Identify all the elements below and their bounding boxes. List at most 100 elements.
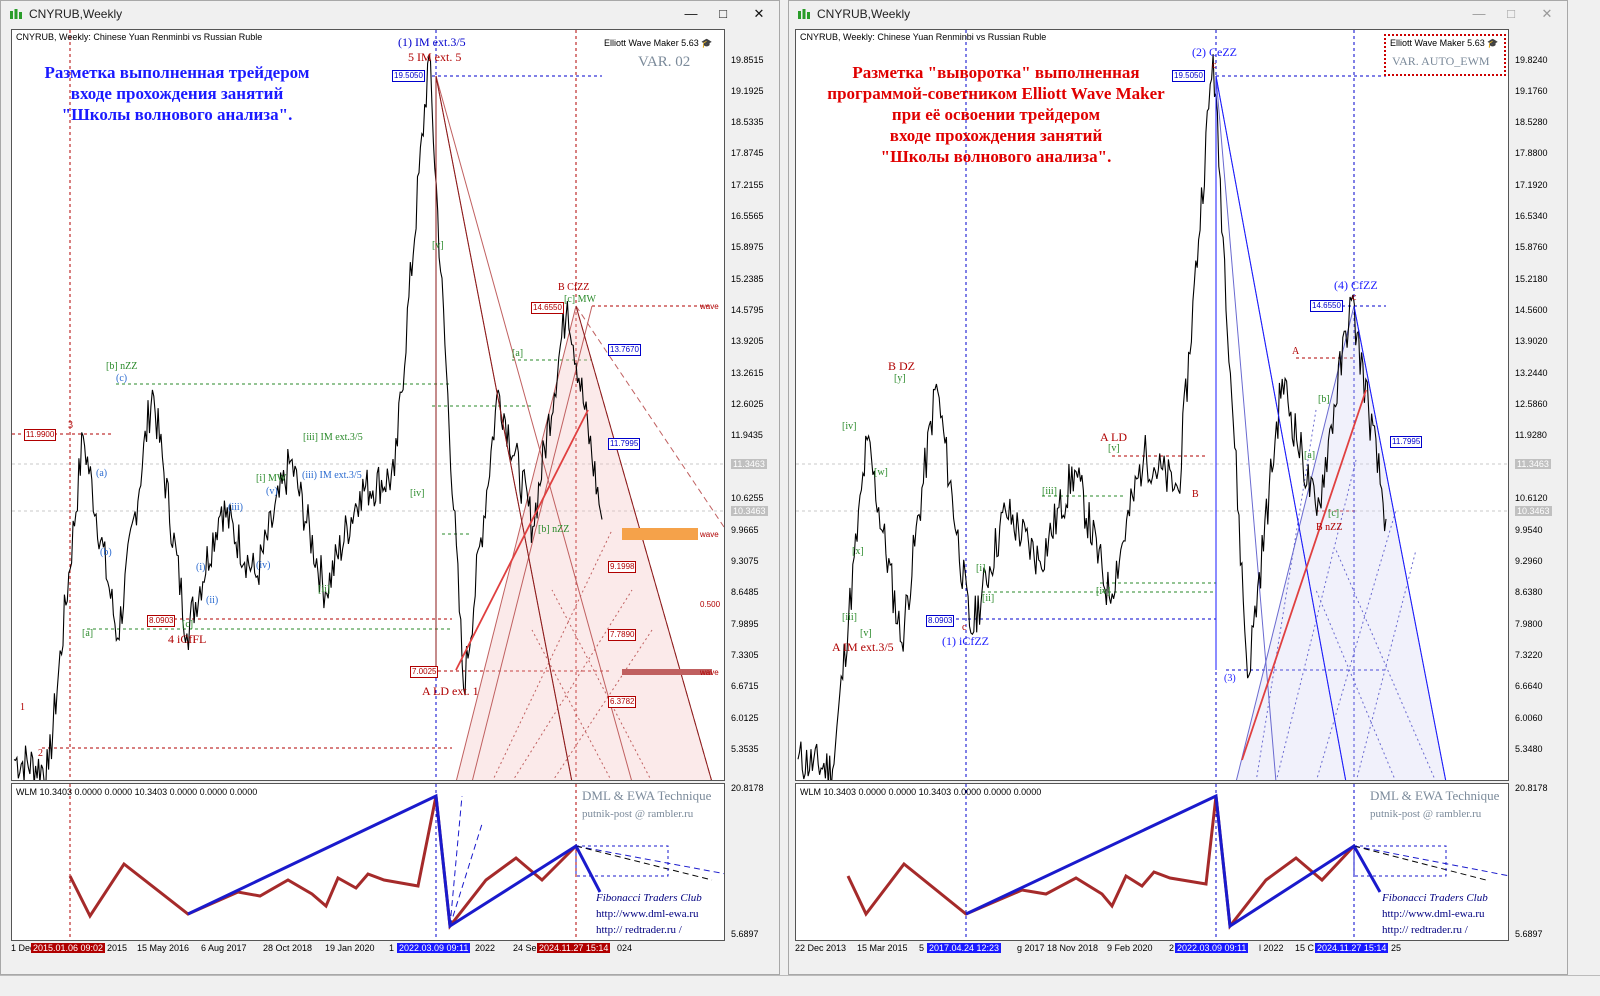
annotation-line: "Школы волнового анализа". <box>880 147 1112 166</box>
left-title-bar[interactable]: CNYRUB,Weekly — □ ✕ <box>1 1 779 27</box>
variant-label: VAR. 02 <box>638 54 691 70</box>
fan-line <box>1316 509 1397 780</box>
url-dml[interactable]: http://www.dml-ewa.ru <box>596 908 699 920</box>
chart-window-icon <box>10 9 22 19</box>
wave-label: (ii) <box>206 595 219 606</box>
target-box: 13.7670 <box>608 344 641 356</box>
maximize-button[interactable]: □ <box>1507 6 1515 21</box>
url-dml[interactable]: http://www.dml-ewa.ru <box>1382 908 1485 920</box>
y-tick-current: 10.3463 <box>1515 506 1552 516</box>
price-series-line <box>797 54 1387 780</box>
wlm-header: WLM 10.3403 0.0000 0.0000 10.3403 0.0000… <box>16 787 258 797</box>
wlm-blue-line <box>965 793 1382 929</box>
y-tick: 11.3463 <box>1515 459 1551 469</box>
y-tick: 6.0060 <box>1515 713 1543 723</box>
url-redtrader[interactable]: http:// redtrader.ru / <box>1382 924 1468 936</box>
right-title-bar[interactable]: CNYRUB,Weekly — □ ✕ <box>789 1 1567 27</box>
variant-label: VAR. AUTO_EWM <box>1392 54 1490 68</box>
projection-line <box>449 823 483 927</box>
wave-label: [iii] <box>1042 486 1057 497</box>
y-tick: 14.5600 <box>1515 305 1548 315</box>
wave-label: B DZ <box>888 359 915 373</box>
dml-title: DML & EWA Technique <box>1370 788 1500 803</box>
y-tick: 12.6025 <box>731 399 764 409</box>
wave-label: c <box>1212 60 1217 71</box>
y-tick: 6.6640 <box>1515 681 1543 691</box>
wave-label: [b] nZZ <box>106 361 138 372</box>
y-tick: 17.8745 <box>731 148 764 158</box>
target-zone-brown <box>622 669 712 675</box>
taskbar <box>0 975 1600 996</box>
close-button[interactable]: ✕ <box>1541 6 1553 21</box>
wave-label: [ii] <box>982 593 995 604</box>
target-box: 7.7890 <box>608 629 637 641</box>
y-tick: 19.1760 <box>1515 86 1548 96</box>
target-box: 11.7995 <box>1390 436 1423 448</box>
y-tick: 9.3075 <box>731 556 759 566</box>
close-button[interactable]: ✕ <box>753 6 765 21</box>
wave-label: [iii] IM ext.3/5 <box>303 432 363 443</box>
wave-label: 2 <box>38 748 43 759</box>
y-tick: 7.3305 <box>731 650 759 660</box>
right-price-chart[interactable]: CNYRUB, Weekly: Chinese Yuan Renminbi vs… <box>795 29 1509 781</box>
wave-label: [v] <box>860 628 872 639</box>
minimize-button[interactable]: — <box>1472 6 1486 21</box>
wave-label: 1 <box>20 702 25 713</box>
y-tick: 5.3480 <box>1515 744 1543 754</box>
left-window-title: CNYRUB,Weekly <box>29 7 123 21</box>
y-tick: 11.9280 <box>1515 430 1547 440</box>
fan-line <box>551 589 652 780</box>
y-tick: 19.8515 <box>731 55 764 65</box>
annotation-line: Разметка выполненная трейдером <box>44 63 310 82</box>
y-tick: 8.6380 <box>1515 587 1543 597</box>
url-redtrader[interactable]: http:// redtrader.ru / <box>596 924 682 936</box>
wave-label: [x] <box>852 546 864 557</box>
time-tag: 2024.11.27 15:14 <box>537 943 611 953</box>
y-tick: 5.3535 <box>731 744 759 754</box>
x-tick: l 2022 <box>1259 943 1284 953</box>
x-tick: 19 Jan 2020 <box>325 943 375 953</box>
y-tick: 9.2960 <box>1515 556 1543 566</box>
x-tick: 25 <box>1391 943 1402 953</box>
wave-label: (iii) <box>228 502 243 513</box>
y-tick: 17.2155 <box>731 180 764 190</box>
left-price-svg <box>12 30 724 780</box>
x-tick: 5 <box>919 943 925 953</box>
minimize-button[interactable]: — <box>684 6 698 21</box>
wave-label: (4) CfZZ <box>1334 278 1378 292</box>
wlm-red-line <box>68 795 578 930</box>
right-sub-y-axis: 20.8178 5.6897 <box>1509 783 1565 941</box>
dml-title: DML & EWA Technique <box>582 788 712 803</box>
chart-header: CNYRUB, Weekly: Chinese Yuan Renminbi vs… <box>800 32 1047 42</box>
right-wlm-subwindow[interactable]: WLM 10.3403 0.0000 0.0000 10.3403 0.0000… <box>795 783 1509 941</box>
wave-label: (i) <box>196 562 206 573</box>
wave-label: [iv] <box>842 421 857 432</box>
right-price-svg <box>796 30 1508 780</box>
y-tick: 13.9205 <box>731 336 764 346</box>
y-tick: 18.5335 <box>731 117 764 127</box>
price-box: 14.6550 <box>531 302 564 314</box>
right-x-axis: 22 Dec 2013 15 Mar 2015 5 g 2017 18 Nov … <box>795 943 1509 957</box>
left-price-chart[interactable]: CNYRUB, Weekly: Chinese Yuan Renminbi vs… <box>11 29 725 781</box>
fib-club: Fibonacci Traders Club <box>596 892 702 904</box>
y-tick: 10.6255 <box>731 493 764 503</box>
price-box: 19.5050 <box>392 70 425 82</box>
y-tick: 15.2180 <box>1515 274 1548 284</box>
wave-label: (1) IM ext.3/5 <box>398 35 466 49</box>
wave-label: (iii) IM ext.3/5 <box>302 470 362 481</box>
y-tick: 17.1920 <box>1515 180 1548 190</box>
fan-line <box>1215 75 1277 780</box>
left-wlm-subwindow[interactable]: WLM 10.3403 0.0000 0.0000 10.3403 0.0000… <box>11 783 725 941</box>
x-tick: 28 Oct 2018 <box>263 943 313 953</box>
price-series-line <box>13 55 603 780</box>
time-tag: 2022.03.09 09:11 <box>1175 943 1249 953</box>
y-tick: 19.8240 <box>1515 55 1548 65</box>
y-tick: 6.0125 <box>731 713 759 723</box>
maximize-button[interactable]: □ <box>719 6 727 21</box>
wave-label: [c] MW <box>564 294 596 305</box>
left-chart-window[interactable]: CNYRUB,Weekly — □ ✕ CNYRUB, Weekly: Chin… <box>0 0 780 975</box>
y-tick: 6.6715 <box>731 681 759 691</box>
right-chart-window[interactable]: CNYRUB,Weekly — □ ✕ CNYRUB, Weekly: Chin… <box>788 0 1568 975</box>
y-tick: 14.5795 <box>731 305 764 315</box>
wave-label: 5 IM ext. 5 <box>408 50 462 64</box>
